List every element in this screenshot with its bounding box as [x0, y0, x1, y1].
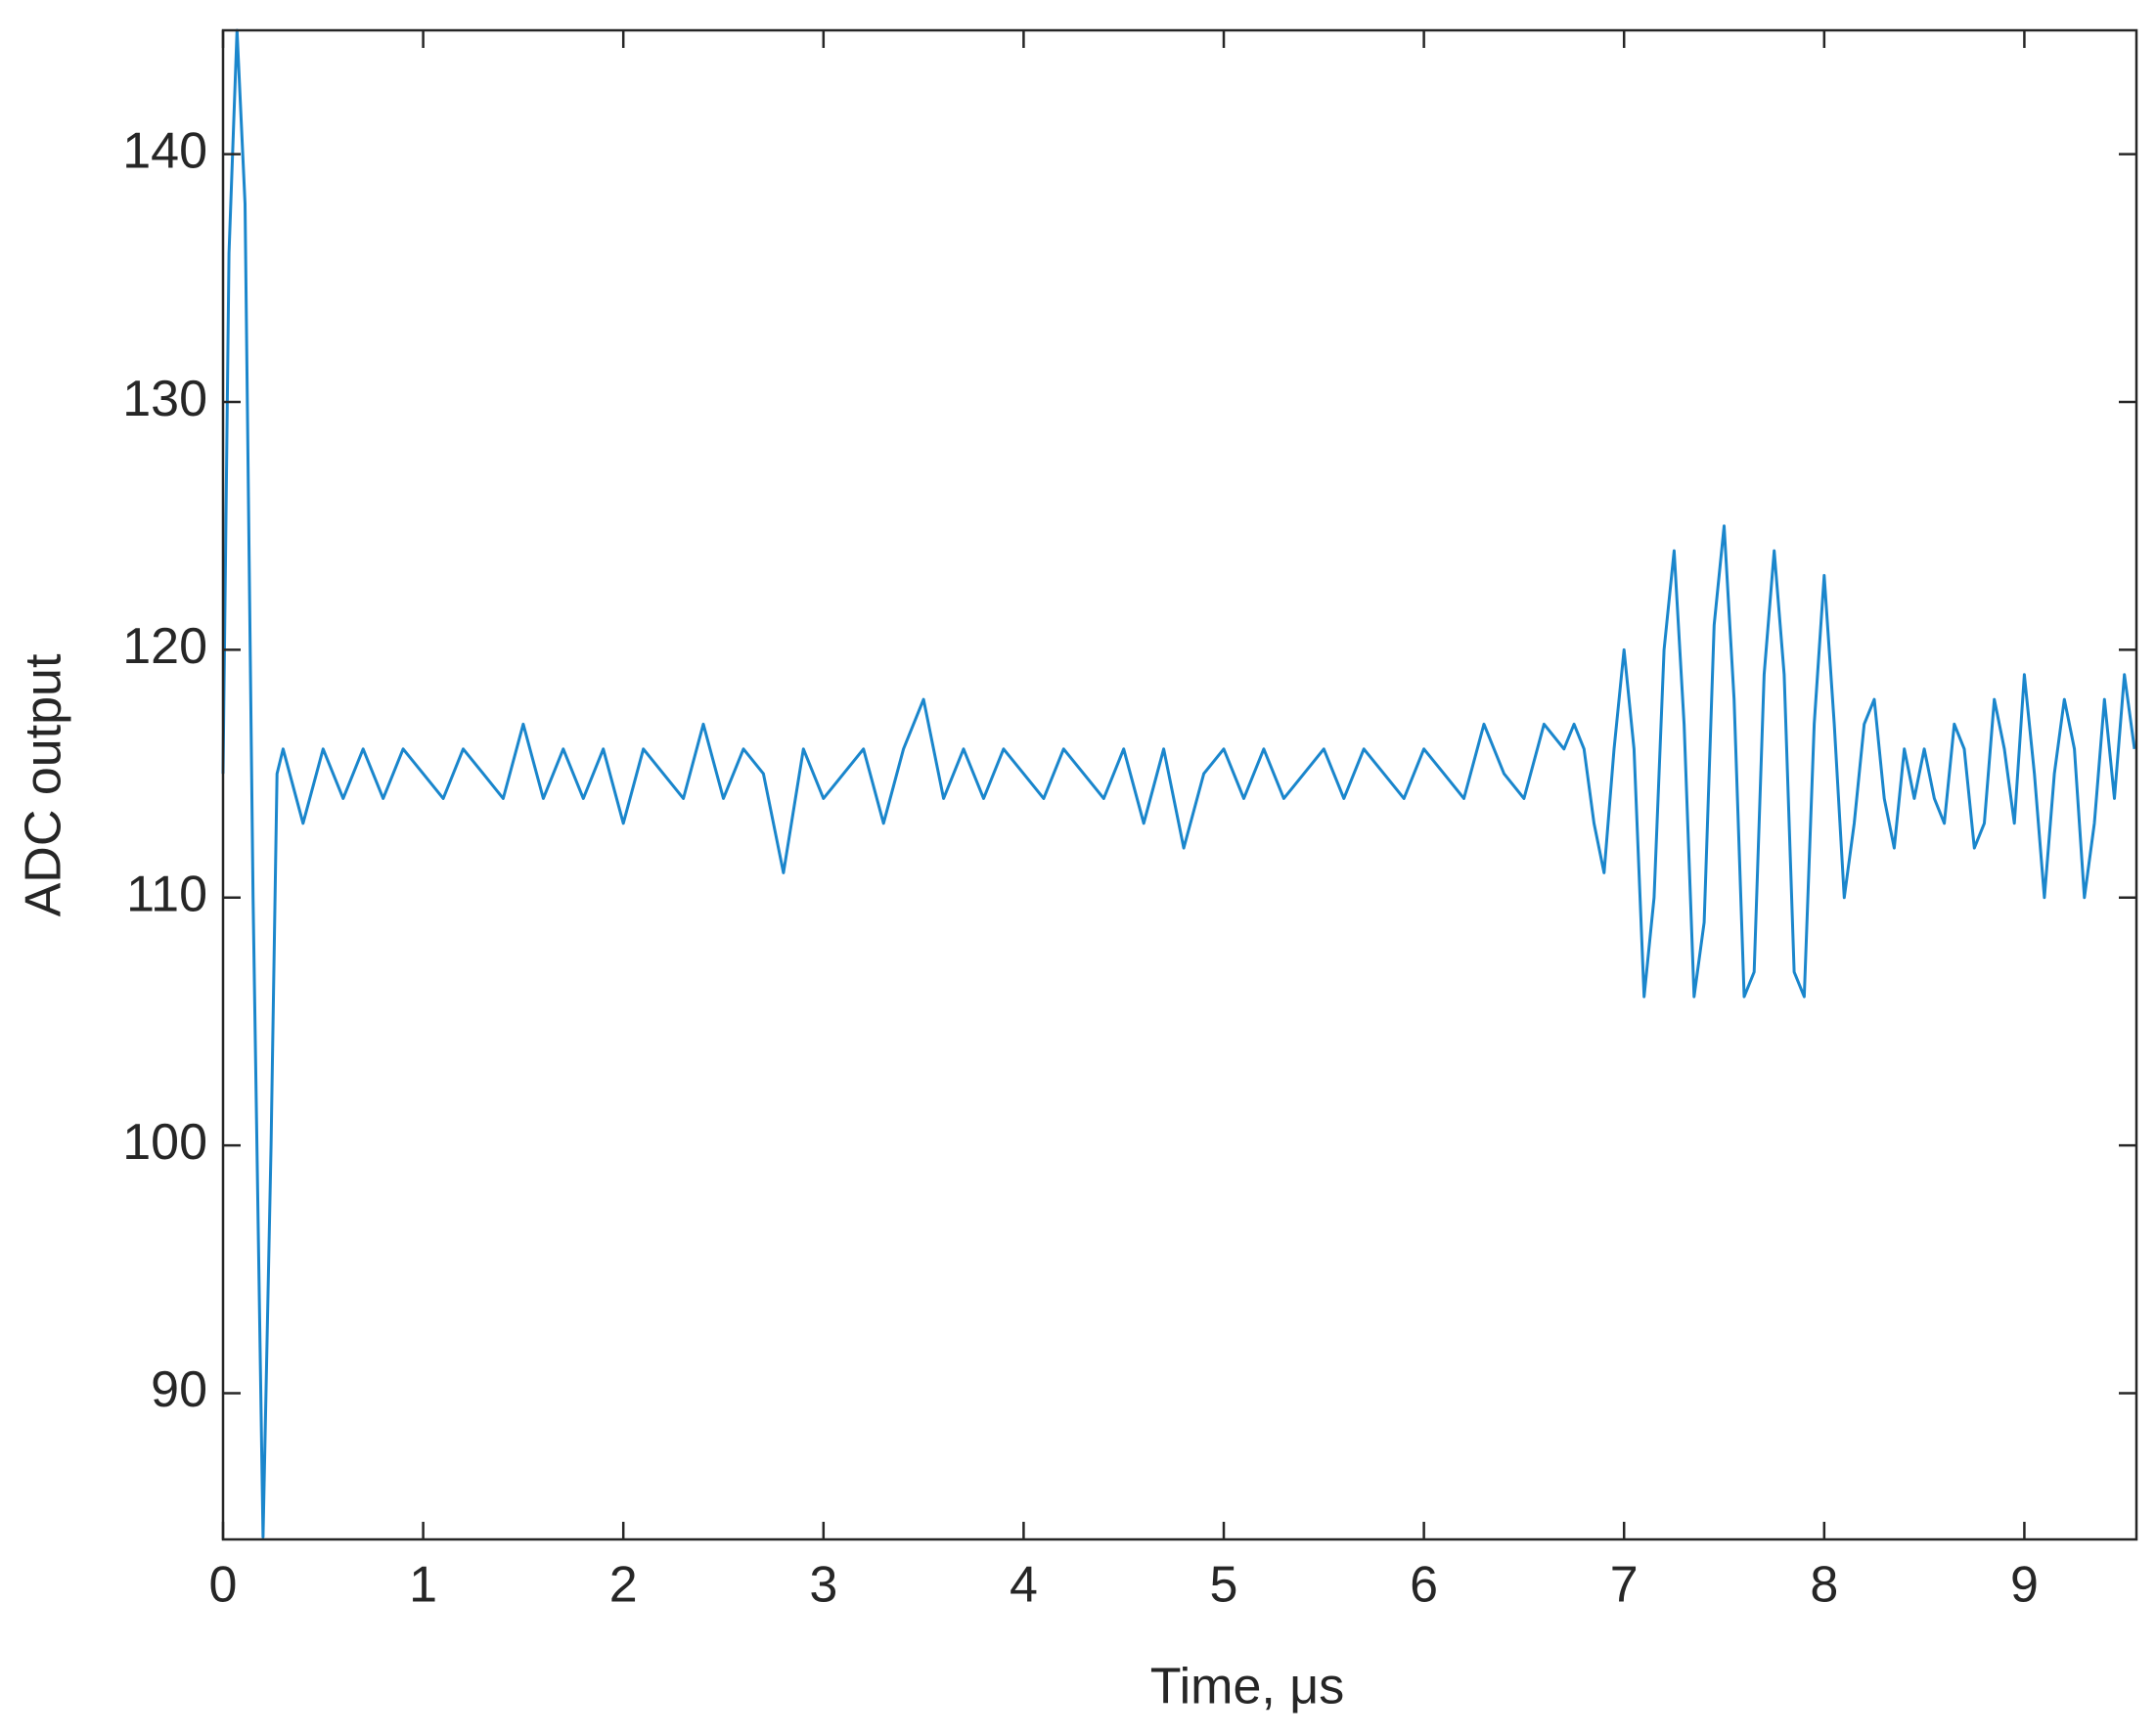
- x-tick-label: 2: [609, 1557, 638, 1614]
- x-tick-label: 0: [209, 1557, 238, 1614]
- x-tick-label: 4: [1010, 1557, 1038, 1614]
- y-tick-label: 110: [126, 867, 207, 923]
- x-axis-label: Time, μs: [1150, 1659, 1344, 1715]
- data-line: [221, 28, 2136, 1538]
- y-tick-label: 90: [151, 1361, 207, 1418]
- y-tick-label: 140: [122, 122, 207, 179]
- plot-frame: [221, 28, 2138, 1541]
- y-axis-label: ADC output: [16, 653, 72, 916]
- x-tick-label: 8: [1810, 1557, 1838, 1614]
- y-tick-label: 120: [122, 618, 207, 675]
- x-tick-label: 1: [409, 1557, 437, 1614]
- y-tick-label: 100: [122, 1114, 207, 1171]
- x-tick-label: 3: [809, 1557, 837, 1614]
- x-tick-label: 6: [1410, 1557, 1438, 1614]
- x-tick-label: 7: [1610, 1557, 1639, 1614]
- x-tick-label: 9: [2010, 1557, 2039, 1614]
- y-tick-label: 130: [122, 371, 207, 427]
- x-tick-label: 5: [1210, 1557, 1238, 1614]
